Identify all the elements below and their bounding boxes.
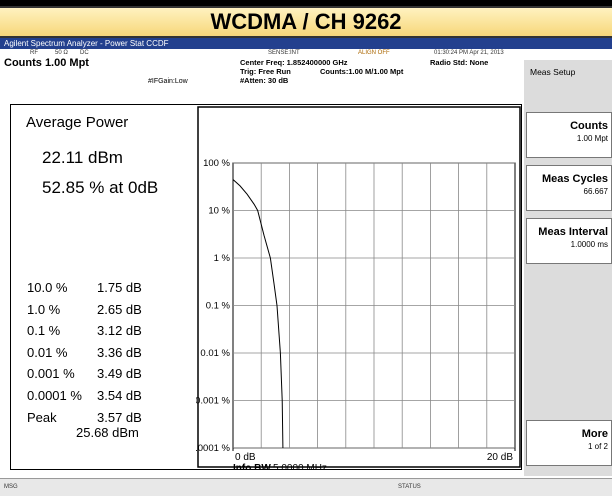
y-tick-label: 0.01 % <box>200 348 230 359</box>
peak-dbm: 25.68 dBm <box>76 425 139 440</box>
avg-power-label: Average Power <box>26 114 129 131</box>
softkey-value: 66.667 <box>583 187 608 196</box>
softkey-label: Meas Cycles <box>541 173 608 185</box>
y-tick-label: 0.0001 % <box>196 443 231 454</box>
y-tick-label: 0.1 % <box>206 301 231 312</box>
window-title: Agilent Spectrum Analyzer - Power Stat C… <box>0 38 612 49</box>
result-db: 3.12 dB <box>97 323 142 339</box>
peak-db: 3.57 dB <box>97 410 142 425</box>
info-bw-value: 5.0000 MHz <box>273 463 327 469</box>
status-align: ALIGN OFF <box>358 50 390 56</box>
footer-status: STATUS <box>398 484 421 490</box>
counts-header: Counts 1.00 Mpt <box>4 57 89 69</box>
softkey-label: Counts <box>570 120 608 132</box>
result-db: 3.36 dB <box>97 344 142 360</box>
softkey-label: Meas Interval <box>538 226 608 238</box>
result-level: 0.1 % <box>27 323 61 339</box>
ifgain: #IFGain:Low <box>148 78 188 85</box>
info-bw-label: Info BW <box>233 463 271 469</box>
result-level: 0.0001 % <box>27 388 82 403</box>
footer-msg: MSG <box>4 484 18 490</box>
softkey-value: 1 of 2 <box>587 442 608 451</box>
footer: MSG STATUS <box>0 478 612 496</box>
atten: #Atten: 30 dB <box>240 76 289 85</box>
softkey-title: Meas Setup <box>530 67 576 77</box>
radio-std: Radio Std: None <box>430 58 489 67</box>
status-coupling: DC <box>80 50 89 56</box>
counts-status: Counts:1.00 M/1.00 Mpt <box>320 67 404 76</box>
softkey-label: More <box>581 428 608 440</box>
softkey[interactable]: Meas Cycles 66.667 <box>526 165 612 211</box>
avg-power-at-0db: 52.85 % at 0dB <box>42 178 159 197</box>
status-time: 01:30:24 PM Apr 21, 2013 <box>434 50 504 56</box>
ccdf-plot: 100 % 10 % 1 % 0.1 % 0.01 % 0.001 % 0.0001 % 0 … <box>196 106 521 469</box>
result-level: 1.0 % <box>27 301 61 317</box>
result-level: 0.001 % <box>27 366 75 382</box>
x-tick-label: 20 dB <box>487 452 513 463</box>
softkey[interactable]: Meas Interval 1.0000 ms <box>526 218 612 264</box>
softkey-value: 1.0000 ms <box>570 240 608 249</box>
peak-label: Peak <box>27 410 57 425</box>
result-db: 3.54 dB <box>97 388 142 403</box>
results-frame <box>10 104 522 470</box>
result-db: 1.75 dB <box>97 280 142 295</box>
avg-power: 22.11 dBm <box>42 148 123 167</box>
status-rf: RF <box>30 50 38 56</box>
result-db: 3.49 dB <box>97 366 142 382</box>
softkey[interactable]: More 1 of 2 <box>526 420 612 466</box>
y-tick-label: 1 % <box>214 253 231 264</box>
y-tick-label: 100 % <box>203 158 230 169</box>
result-level: 10.0 % <box>27 280 68 295</box>
softkey[interactable]: Counts 1.00 Mpt <box>526 112 612 158</box>
result-db: 2.65 dB <box>97 301 142 317</box>
plot-frame <box>197 106 521 468</box>
ccdf-curve <box>232 179 284 449</box>
result-level: 0.01 % <box>27 344 68 360</box>
x-tick-label: 0 dB <box>235 452 256 463</box>
trig: Trig: Free Run <box>240 67 291 76</box>
status-sense: SENSE:INT <box>268 50 300 56</box>
softkey-value: 1.00 Mpt <box>576 134 608 143</box>
y-tick-label: 0.001 % <box>196 396 231 407</box>
banner: WCDMA / CH 9262 <box>0 6 612 38</box>
status-impedance: 50 Ω <box>55 50 68 56</box>
center-freq: Center Freq: 1.852400000 GHz <box>240 58 348 67</box>
y-tick-label: 10 % <box>208 206 230 217</box>
